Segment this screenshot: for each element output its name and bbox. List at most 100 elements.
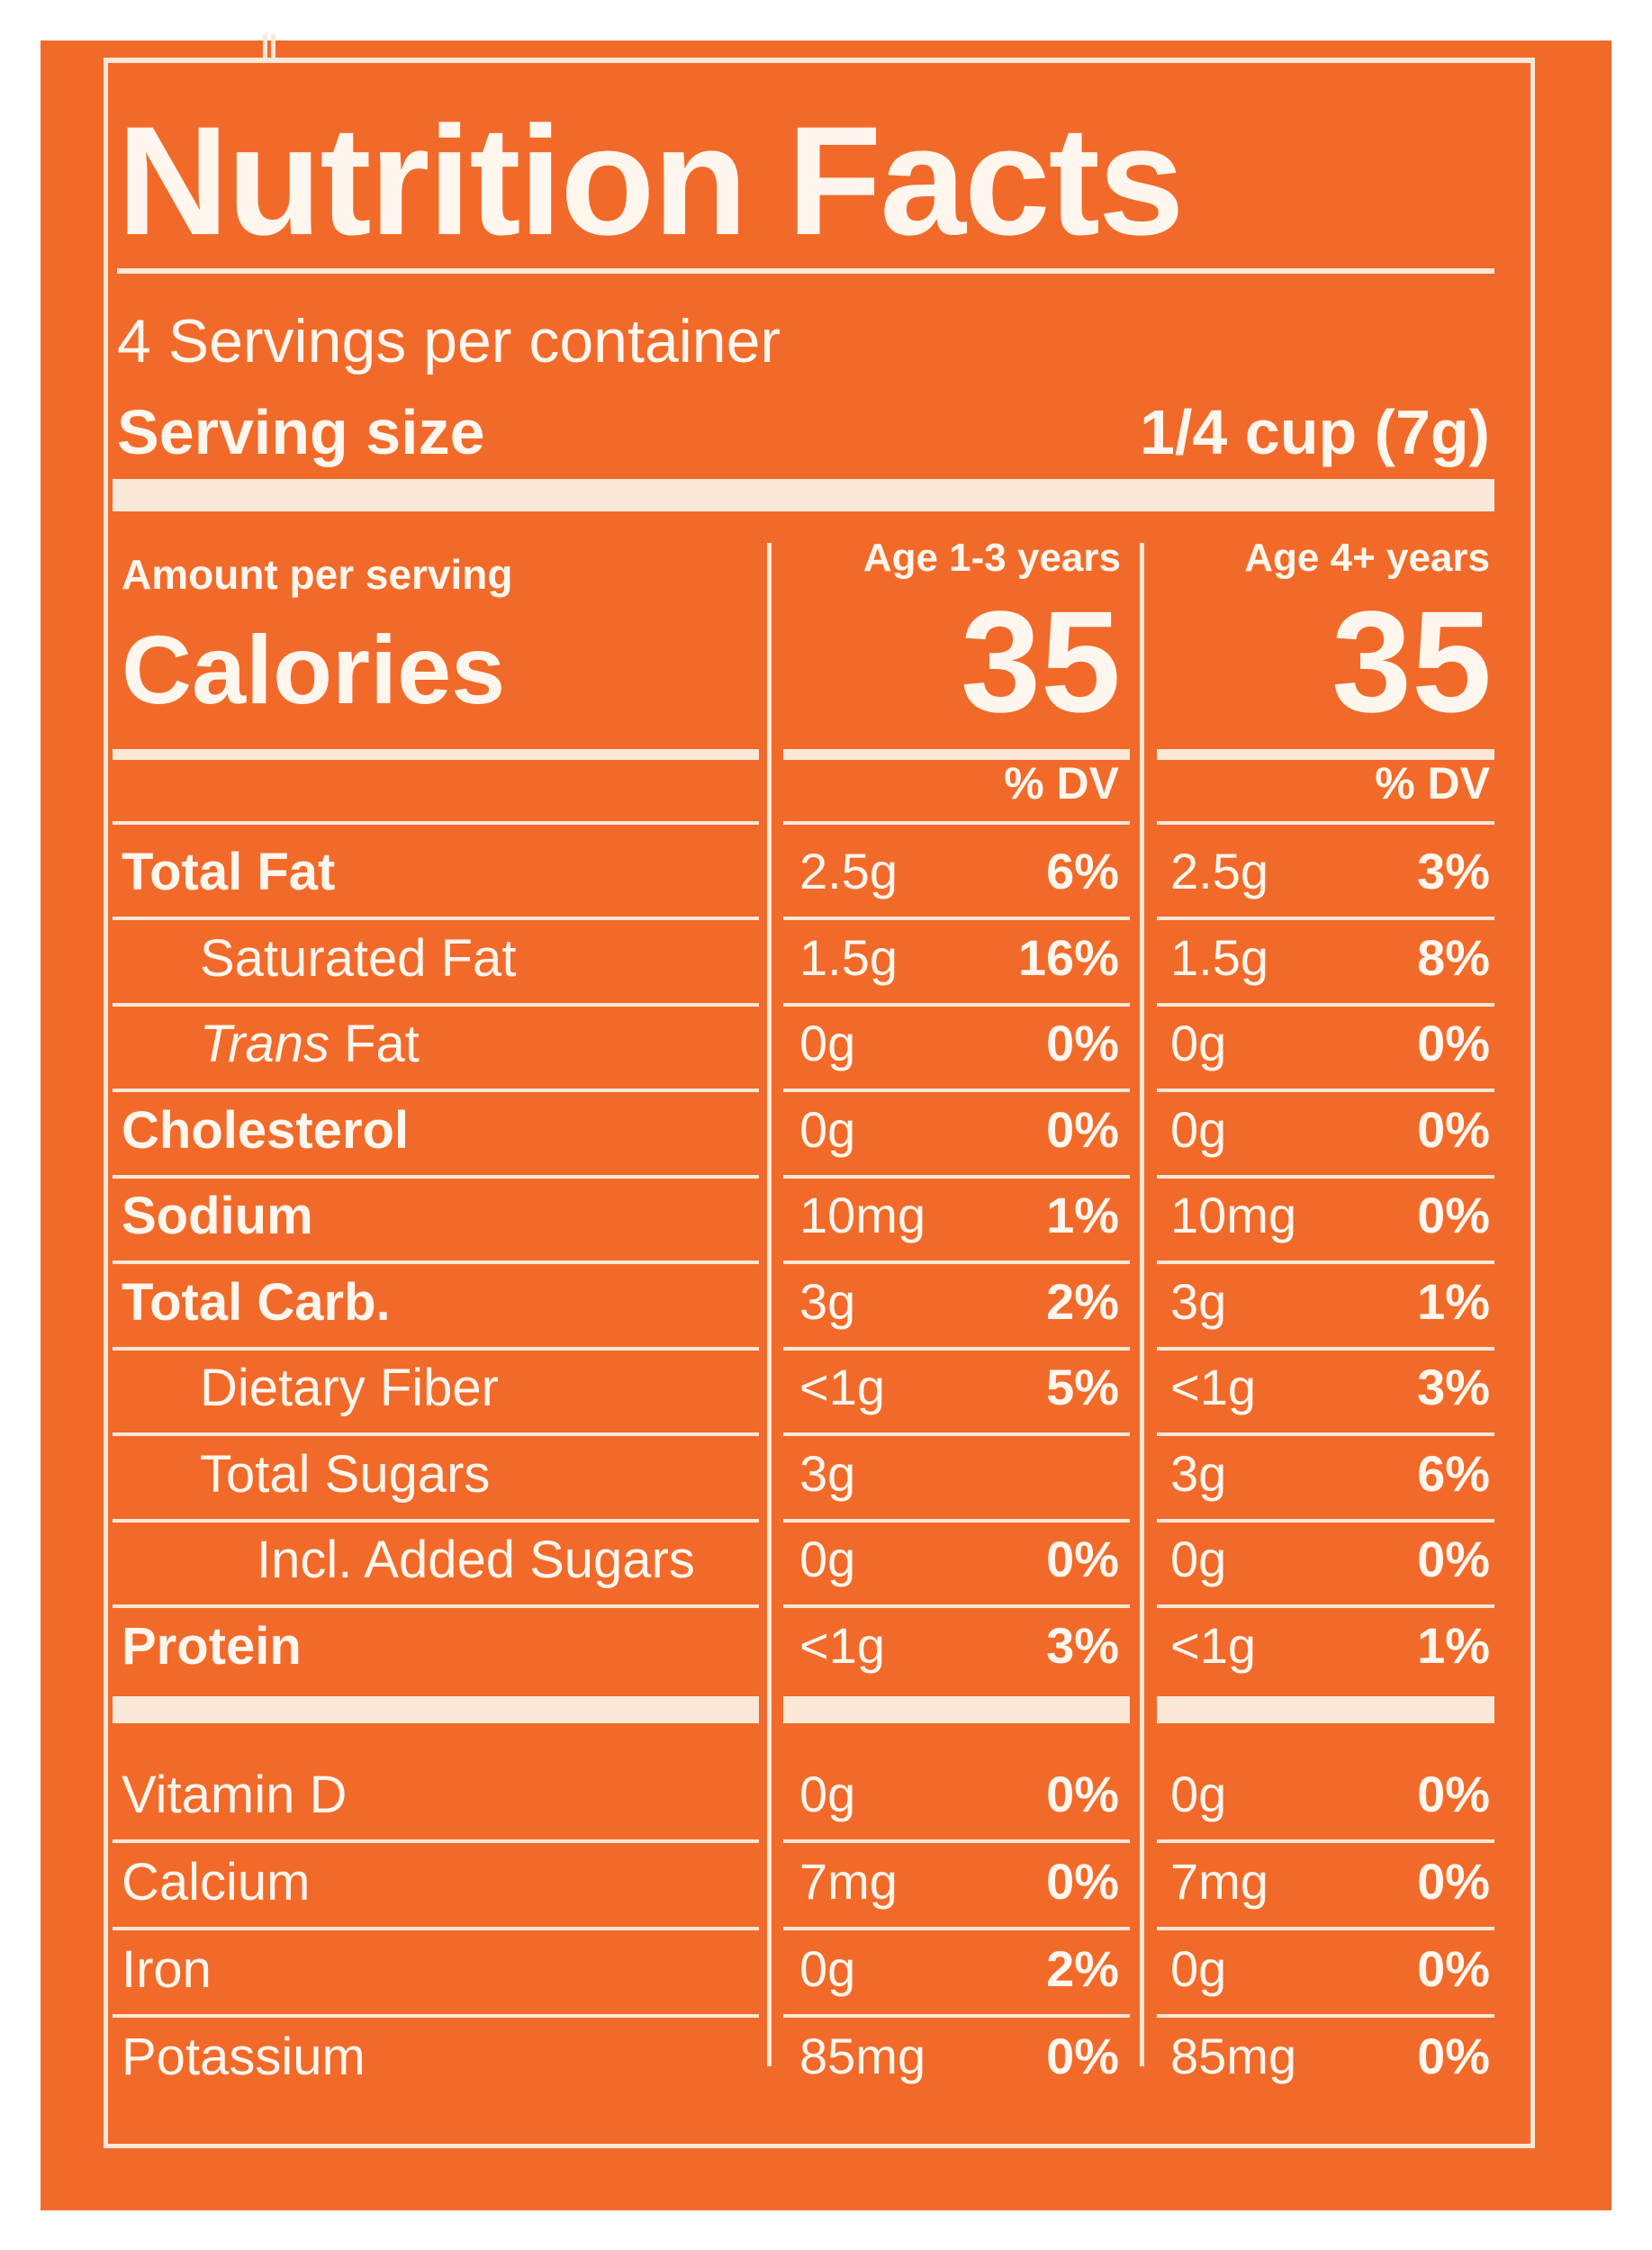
dv-header-2: % DV (1375, 758, 1490, 809)
dv-cell: 0% (1046, 1853, 1119, 1910)
calories-rule-mid (783, 749, 1130, 760)
dv-cell: 0% (1046, 1531, 1119, 1587)
label-frame (104, 58, 1535, 2148)
dv-cell: 6% (1417, 1444, 1490, 1502)
calories-value-1: 35 (961, 581, 1121, 742)
row-rule (783, 1174, 1130, 1179)
row-rule (1157, 1604, 1494, 1608)
row-rule (783, 1839, 1130, 1843)
age-header-1: Age 1-3 years (862, 536, 1121, 580)
row-rule (783, 1261, 1130, 1264)
dv-cell: 0% (1046, 1766, 1119, 1822)
amount-cell: 0g (1170, 1015, 1227, 1071)
dv-cell: 0% (1417, 2028, 1490, 2084)
row-rule (1157, 1174, 1494, 1179)
row-rule (1157, 1927, 1494, 1930)
nutrient-name-italic: Trans (200, 1015, 329, 1073)
dv-cell: 0% (1417, 1853, 1490, 1910)
row-rule (113, 1261, 759, 1264)
row-rule (113, 917, 759, 920)
dv-cell: 0% (1417, 1531, 1490, 1587)
dv-cell: 1% (1417, 1272, 1490, 1330)
amount-cell: <1g (799, 1359, 885, 1415)
dv-cell: 2% (1046, 1940, 1119, 1997)
amount-cell: 85mg (1170, 2028, 1297, 2084)
row-rule (783, 917, 1130, 920)
calories-rule-left (113, 749, 759, 760)
dv-cell: 0% (1417, 1015, 1490, 1071)
amount-cell: 2.5g (1170, 843, 1268, 899)
row-rule (113, 1432, 759, 1436)
row-rule (113, 1518, 759, 1523)
serving-size-value: 1/4 cup (7g) (1140, 397, 1490, 467)
nutrient-name: Protein (122, 1616, 302, 1676)
nutrient-name: Saturated Fat (200, 928, 517, 988)
row-rule (1157, 917, 1494, 920)
vitamin-name: Iron (122, 1940, 212, 1999)
amount-cell: 0g (1170, 1940, 1227, 1997)
dv-cell: 2% (1046, 1272, 1119, 1330)
amount-cell: 1.5g (1170, 928, 1268, 986)
row-rule (1157, 1839, 1494, 1843)
amount-cell: <1g (1170, 1359, 1256, 1415)
nutrient-name: Sodium (122, 1187, 313, 1245)
dv-cell: 1% (1046, 1187, 1119, 1243)
nutrient-name-rest: Fat (329, 1015, 420, 1073)
amount-cell: <1g (799, 1616, 885, 1674)
dv-cell: 16% (1017, 928, 1119, 986)
row-rule (113, 1604, 759, 1608)
calories-value-2: 35 (1332, 581, 1492, 742)
amount-cell: 0g (1170, 1531, 1227, 1587)
row-rule (783, 1695, 1130, 1723)
row-rule (1157, 1002, 1494, 1007)
dv-cell: 8% (1417, 928, 1490, 986)
amount-cell: 7mg (799, 1853, 898, 1910)
row-rule (783, 1432, 1130, 1436)
row-rule (113, 1839, 759, 1843)
column-divider-right (1140, 543, 1144, 2066)
nutrient-name: Dietary Fiber (200, 1359, 499, 1417)
dv-cell: 0% (1417, 1766, 1490, 1822)
nutrient-name: Total Sugars (200, 1444, 491, 1504)
dv-cell: 0% (1046, 1015, 1119, 1071)
amount-cell: 0g (799, 1015, 856, 1071)
row-rule (783, 1518, 1130, 1523)
dv-cell: 0% (1046, 1100, 1119, 1158)
nutrient-name: Cholesterol (122, 1100, 410, 1160)
row-rule (783, 1002, 1130, 1007)
calories-rule-right (1157, 749, 1494, 760)
dv-cell: 0% (1417, 1940, 1490, 1997)
dv-cell: 6% (1046, 843, 1119, 899)
row-rule (113, 1927, 759, 1930)
row-rule (113, 2014, 759, 2018)
thick-rule-top (113, 479, 1494, 511)
nutrient-name: Total Fat (122, 843, 336, 901)
serving-size-label: Serving size (117, 397, 485, 467)
dv-cell: 0% (1417, 1187, 1490, 1243)
amount-cell: 3g (799, 1272, 856, 1330)
amount-cell: 2.5g (799, 843, 898, 899)
amount-cell: 85mg (799, 2028, 926, 2084)
row-rule (113, 821, 759, 825)
row-rule (113, 1089, 759, 1092)
amount-cell: 0g (1170, 1100, 1227, 1158)
row-rule (1157, 1089, 1494, 1092)
dv-cell: 3% (1417, 1359, 1490, 1415)
vitamin-name: Potassium (122, 2028, 366, 2086)
row-rule (1157, 821, 1494, 825)
nutrient-name: Trans Fat (200, 1018, 420, 1071)
amount-cell: 10mg (799, 1187, 926, 1243)
nutrient-name: Total Carb. (122, 1272, 391, 1332)
dv-cell: 0% (1417, 1100, 1490, 1158)
row-rule (1157, 1432, 1494, 1436)
calories-label: Calories (122, 615, 506, 724)
amount-cell: 7mg (1170, 1853, 1268, 1910)
row-rule (783, 1089, 1130, 1092)
vitamin-name: Vitamin D (122, 1766, 348, 1824)
row-rule (783, 821, 1130, 825)
dv-header-1: % DV (1004, 758, 1119, 809)
servings-per-container: 4 Servings per container (117, 307, 781, 375)
amount-cell: 3g (1170, 1444, 1227, 1502)
amount-per-serving: Amount per serving (122, 551, 513, 598)
label-background (41, 41, 1611, 2210)
